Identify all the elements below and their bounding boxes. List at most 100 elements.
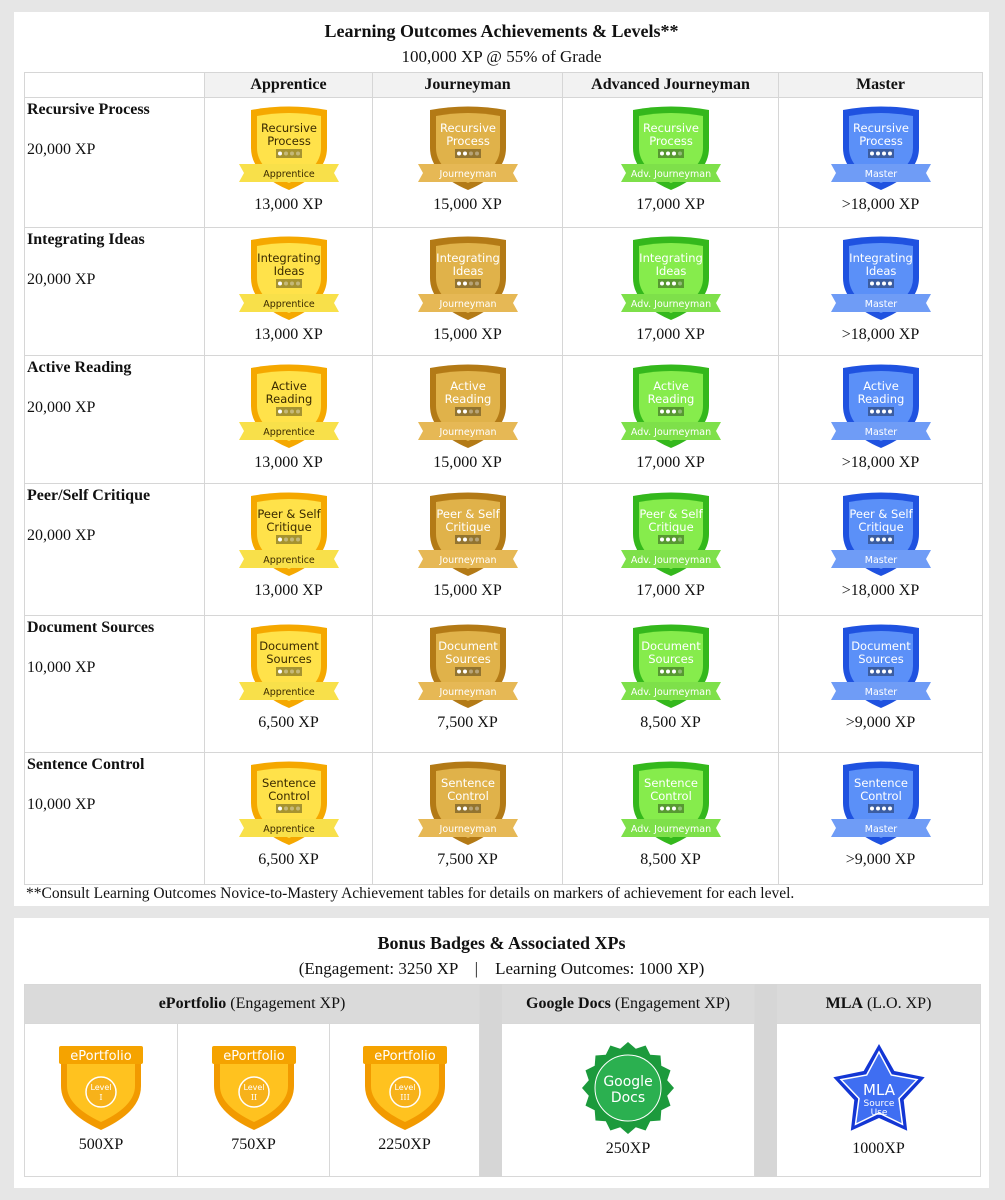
badge-title-line-2: Critique <box>648 520 693 534</box>
star-plate <box>657 279 684 288</box>
star-plate <box>275 667 302 676</box>
ribbon-banner <box>620 550 721 568</box>
star-plate <box>657 804 684 813</box>
achievements-table: Apprentice Journeyman Advanced Journeyma… <box>24 72 983 885</box>
outcome-row: Recursive Process 20,000 XP Recursive Proce… <box>24 97 983 228</box>
star-icon <box>671 537 676 542</box>
badge-title-line-1: Integrating <box>436 251 500 265</box>
mla-line-2: Source <box>863 1099 894 1109</box>
column-gap <box>479 1023 503 1177</box>
achievements-body: Recursive Process 20,000 XP Recursive Proce… <box>24 97 983 885</box>
badge-cell-apprentice: Document Sources Apprentice 6,500 XP <box>204 615 373 753</box>
badge-title-line-1: Peer & Self <box>436 507 500 521</box>
star-icon <box>875 537 880 542</box>
ribbon-banner <box>238 422 339 440</box>
ribbon-banner <box>830 550 931 568</box>
badge-cell-journeyman: Document Sources Journeyman 7,500 XP <box>372 615 563 753</box>
ribbon-banner <box>417 422 518 440</box>
level-xp: 8,500 XP <box>640 851 701 868</box>
outcome-row: Sentence Control 10,000 XP Sentence Control… <box>24 752 983 885</box>
badge-cell-master: Peer & Self Critique Master >18,000 XP <box>778 483 983 616</box>
ribbon-label: Journeyman <box>438 169 496 180</box>
star-icon <box>456 669 461 674</box>
column-header-apprentice: Apprentice <box>204 72 373 98</box>
ribbon-banner <box>830 422 931 440</box>
column-header-journeyman: Journeyman <box>372 72 563 98</box>
eportfolio-header-name: ePortfolio <box>158 995 227 1012</box>
ribbon-banner <box>238 294 339 312</box>
star-icon <box>277 281 282 286</box>
outcome-total-xp: 20,000 XP <box>27 141 96 158</box>
badge-title-line-1: Document <box>851 639 911 653</box>
header-corner <box>24 72 205 98</box>
ribbon-label: Apprentice <box>263 687 315 698</box>
star-plate <box>454 149 481 158</box>
star-plate <box>867 407 894 416</box>
ribbon-label: Master <box>864 169 897 180</box>
outcome-name: Peer/Self Critique <box>27 487 151 504</box>
level-label: Level <box>90 1083 111 1092</box>
star-icon <box>456 281 461 286</box>
level-xp: 17,000 XP <box>636 582 705 599</box>
outcome-total-xp: 20,000 XP <box>27 271 96 288</box>
level-xp: 6,500 XP <box>258 851 319 868</box>
ribbon-label: Master <box>864 427 897 438</box>
star-icon <box>887 409 892 414</box>
column-gap <box>754 984 778 1024</box>
level-xp: >9,000 XP <box>845 714 916 731</box>
star-icon <box>881 537 886 542</box>
ribbon-label: Apprentice <box>263 824 315 835</box>
badge-title-line-2: Ideas <box>655 264 686 278</box>
achievements-title: Learning Outcomes Achievements & Levels*… <box>324 21 679 41</box>
ribbon-label: Journeyman <box>438 299 496 310</box>
ribbon-banner <box>238 819 339 837</box>
gdocs-header: Google Docs (Engagement XP) <box>501 984 756 1024</box>
badge-title-line-2: Critique <box>266 520 311 534</box>
ribbon-banner <box>620 819 721 837</box>
star-icon <box>677 806 682 811</box>
star-icon <box>295 537 300 542</box>
ribbon-banner <box>238 682 339 700</box>
star-icon <box>671 409 676 414</box>
star-icon <box>665 151 670 156</box>
star-icon <box>677 409 682 414</box>
outcome-name: Sentence Control <box>27 756 145 773</box>
bonus-xp: 250XP <box>605 1140 651 1157</box>
star-icon <box>869 537 874 542</box>
ribbon-label: Adv. Journeyman <box>630 299 710 310</box>
star-icon <box>659 669 664 674</box>
ribbon-label: Adv. Journeyman <box>630 427 710 438</box>
outcome-total-xp: 20,000 XP <box>27 527 96 544</box>
ribbon-banner <box>620 422 721 440</box>
star-icon <box>665 537 670 542</box>
outcome-total-xp: 20,000 XP <box>27 399 96 416</box>
star-plate <box>867 535 894 544</box>
star-icon <box>283 409 288 414</box>
mla-header-suffix: (L.O. XP) <box>862 995 932 1012</box>
level-xp: 15,000 XP <box>433 454 502 471</box>
badge-title-line-2: Ideas <box>273 264 304 278</box>
star-icon <box>671 806 676 811</box>
badge-cell-journeyman: Recursive Process Journeyman 15,000 XP <box>372 97 563 228</box>
badge-cell-master: Sentence Control Master >9,000 XP <box>778 752 983 885</box>
star-icon <box>295 409 300 414</box>
badge-title-line-1: Sentence <box>262 776 316 790</box>
ribbon-banner <box>417 164 518 182</box>
level-xp: 13,000 XP <box>254 454 323 471</box>
badge-title-line-1: Active <box>450 379 486 393</box>
level-medallion-icon <box>237 1076 270 1108</box>
level-xp: >18,000 XP <box>841 326 920 343</box>
ribbon-label: Journeyman <box>438 555 496 566</box>
outcome-row-header: Integrating Ideas 20,000 XP <box>24 227 205 356</box>
level-medallion-icon <box>388 1076 421 1108</box>
badge-title-line-1: Recursive <box>261 121 317 135</box>
star-icon <box>289 669 294 674</box>
